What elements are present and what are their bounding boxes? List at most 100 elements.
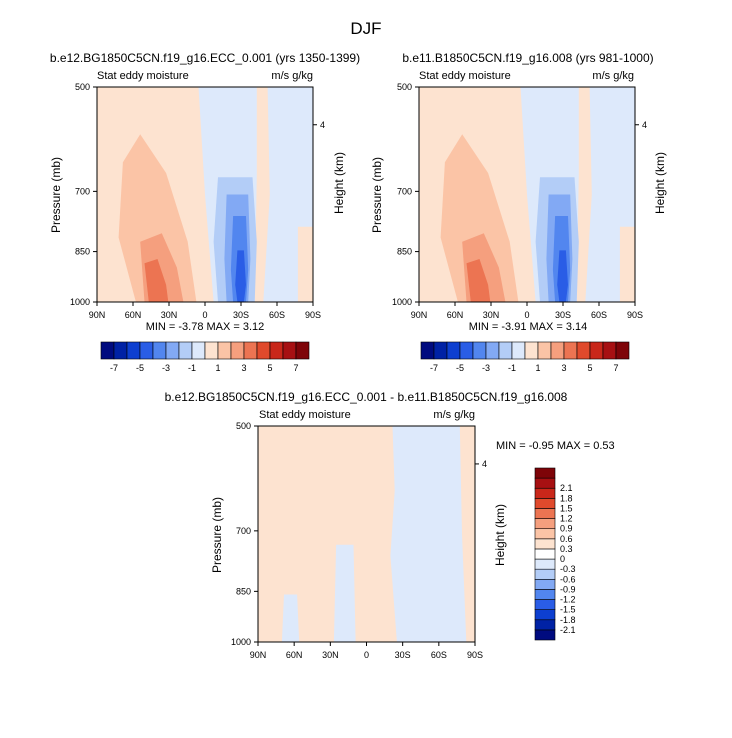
x-tick-label: 30S <box>395 650 411 660</box>
colorbar-swatch <box>576 341 591 360</box>
field-positive-light <box>118 134 197 302</box>
y-right-tick-label: 4 <box>642 120 647 130</box>
colorbar-swatch <box>615 341 630 360</box>
panel-right-label: m/s g/kg <box>433 409 475 421</box>
colorbar-label: 0.9 <box>560 524 573 534</box>
colorbar-swatch <box>534 518 556 530</box>
colorbar-label: -7 <box>110 363 118 373</box>
colorbar-difference: -2.1-1.8-1.5-1.2-0.9-0.6-0.300.30.60.91.… <box>534 467 576 641</box>
colorbar-label: 1.8 <box>560 493 573 503</box>
y-tick-label: 700 <box>397 186 412 196</box>
y-tick-label: 700 <box>75 186 90 196</box>
panel-title: b.e11.B1850C5CN.f19_g16.008 (yrs 981-100… <box>402 51 653 65</box>
y-tick-label: 1000 <box>231 637 251 647</box>
colorbar-swatch <box>534 467 556 479</box>
field-positive-edge <box>619 226 635 302</box>
field-positive-warm <box>144 259 169 302</box>
x-tick-label: 30S <box>233 310 249 320</box>
colorbar-label: -1 <box>188 363 196 373</box>
colorbar-swatch <box>472 341 487 360</box>
colorbar-label: -0.6 <box>560 574 576 584</box>
colorbar-label: 5 <box>587 363 592 373</box>
colorbar-swatch <box>126 341 141 360</box>
colorbar-swatch <box>534 599 556 610</box>
x-tick-label: 0 <box>364 650 369 660</box>
colorbar-swatch <box>524 341 539 360</box>
colorbar-label: 3 <box>241 363 246 373</box>
colorbar-swatch <box>534 538 556 550</box>
colorbar-swatch <box>511 341 526 360</box>
colorbar-label: -2.1 <box>560 625 576 635</box>
x-tick-label: 60S <box>591 310 607 320</box>
x-tick-label: 90N <box>250 650 267 660</box>
panel-left-label: Stat eddy moisture <box>97 70 189 82</box>
x-tick-label: 60N <box>447 310 464 320</box>
colorbar-swatch <box>113 341 128 360</box>
panel-left-label: Stat eddy moisture <box>259 409 351 421</box>
colorbar-label: 0.6 <box>560 534 573 544</box>
colorbar-label: 1 <box>215 363 220 373</box>
colorbar-swatch <box>100 341 115 360</box>
colorbar-label: 0 <box>560 554 565 564</box>
x-tick-label: 30S <box>555 310 571 320</box>
colorbar-swatch <box>178 341 193 360</box>
colorbar-label: 1 <box>535 363 540 373</box>
y-tick-label: 850 <box>397 247 412 257</box>
colorbar-label: -5 <box>136 363 144 373</box>
y-right-tick-label: 4 <box>320 120 325 130</box>
x-tick-label: 90S <box>467 650 483 660</box>
x-tick-label: 0 <box>524 310 529 320</box>
colorbar-swatch <box>534 568 556 580</box>
y-right-tick-label: 4 <box>482 459 487 469</box>
colorbar-label: -0.9 <box>560 584 576 594</box>
colorbar-swatch <box>165 341 180 360</box>
field-positive-edge <box>297 226 313 302</box>
y-right-axis-label: Height (km) <box>332 152 346 214</box>
colorbar-label: -3 <box>162 363 170 373</box>
colorbar-label: 5 <box>267 363 272 373</box>
field-negative-4 <box>235 250 246 302</box>
colorbar-swatch <box>433 341 448 360</box>
colorbar-swatch <box>243 341 258 360</box>
field-positive-region-2 <box>254 87 270 302</box>
y-tick-label: 500 <box>236 421 251 431</box>
colorbar-swatch <box>534 528 556 540</box>
field-negative-south <box>390 426 467 642</box>
colorbar-swatch <box>498 341 513 360</box>
min-max-label: MIN = -0.95 MAX = 0.53 <box>496 440 615 452</box>
y-tick-label: 700 <box>236 526 251 536</box>
figure-title: DJF <box>350 19 381 38</box>
colorbar-top-right: -7 -5 -3 -1 1 3 5 7 <box>420 341 630 373</box>
colorbar-swatch <box>269 341 284 360</box>
field-positive-light <box>440 134 519 302</box>
colorbar-swatch <box>534 548 556 560</box>
panel-difference: b.e12.BG1850C5CN.f19_g16.ECC_0.001 - b.e… <box>165 390 615 660</box>
y-tick-label: 1000 <box>70 297 90 307</box>
colorbar-swatch <box>602 341 617 360</box>
colorbar-swatch <box>446 341 461 360</box>
colorbar-top-left: -7 -5 -3 -1 1 3 5 7 <box>100 341 310 373</box>
y-right-axis-label: Height (km) <box>493 504 507 566</box>
colorbar-swatch <box>485 341 500 360</box>
colorbar-swatch <box>534 619 556 631</box>
y-tick-label: 500 <box>75 82 90 92</box>
min-max-label: MIN = -3.91 MAX = 3.14 <box>469 321 588 333</box>
y-tick-label: 1000 <box>392 297 412 307</box>
field-negative-patch <box>333 544 356 642</box>
colorbar-swatch <box>550 341 565 360</box>
y-tick-label: 500 <box>397 82 412 92</box>
y-axis-label: Pressure (mb) <box>49 157 63 233</box>
colorbar-swatch <box>191 341 206 360</box>
colorbar-label: -1.2 <box>560 595 576 605</box>
field-positive-warm <box>466 259 491 302</box>
field-negative-4 <box>557 250 568 302</box>
colorbar-swatch <box>534 578 556 590</box>
panel-right-label: m/s g/kg <box>271 70 313 82</box>
y-axis-label: Pressure (mb) <box>210 497 224 573</box>
colorbar-swatch <box>139 341 154 360</box>
colorbar-swatch <box>534 589 556 600</box>
colorbar-label: 2.1 <box>560 483 573 493</box>
field-positive-region-2 <box>576 87 592 302</box>
y-axis-label: Pressure (mb) <box>370 157 384 233</box>
